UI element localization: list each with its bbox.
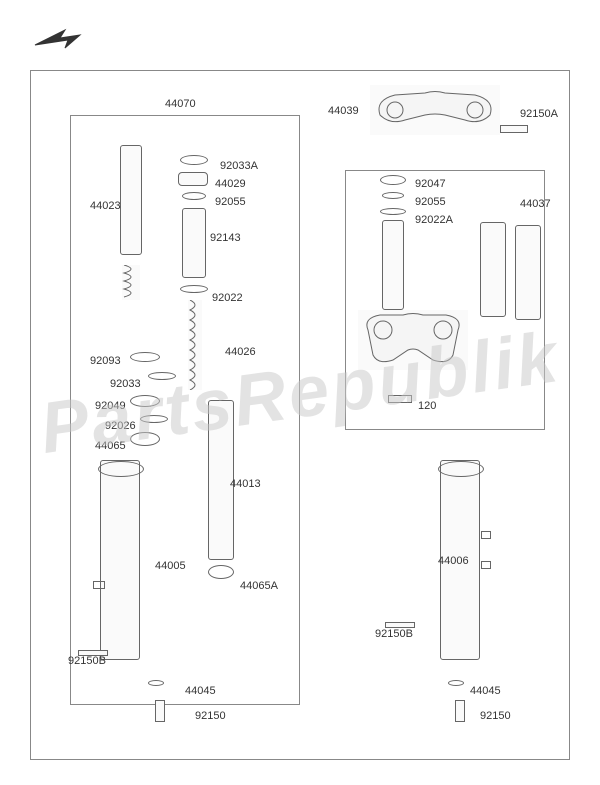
label-44037: 44037	[520, 198, 551, 210]
label-92047: 92047	[415, 178, 446, 190]
part-tube-upper-left	[120, 145, 142, 255]
label-44006: 44006	[438, 555, 469, 567]
label-44039: 44039	[328, 105, 359, 117]
label-44065: 44065	[95, 440, 126, 452]
parts-diagram: 44070 44039 92150A 92033A 44029 92055 92…	[0, 0, 600, 785]
label-44029: 44029	[215, 178, 246, 190]
label-92150b-r: 92150B	[375, 628, 413, 640]
label-44023: 44023	[90, 200, 121, 212]
part-oring-92055-r	[382, 192, 404, 199]
label-44026: 44026	[225, 346, 256, 358]
label-92033: 92033	[110, 378, 141, 390]
part-bracket-44039	[370, 85, 500, 135]
part-bolt-120	[388, 395, 412, 403]
part-washer-92026	[140, 415, 168, 423]
label-92150-r: 92150	[480, 710, 511, 722]
label-92055-r: 92055	[415, 196, 446, 208]
part-gasket-44045-l	[148, 680, 164, 686]
label-120: 120	[418, 400, 436, 412]
label-92022: 92022	[212, 292, 243, 304]
label-92150a: 92150A	[520, 108, 558, 120]
part-bolt-92150-l	[155, 700, 165, 722]
label-44045-l: 44045	[185, 685, 216, 697]
direction-arrow-icon	[30, 20, 90, 60]
part-cap-44029	[178, 172, 208, 186]
label-92026: 92026	[105, 420, 136, 432]
part-spring-44026	[188, 300, 202, 390]
label-44070: 44070	[165, 98, 196, 110]
label-92055: 92055	[215, 196, 246, 208]
part-gasket-44045-r	[448, 680, 464, 686]
part-washer-92022	[180, 285, 208, 293]
part-clip-92033	[148, 372, 176, 380]
part-seal-92047	[380, 175, 406, 185]
part-bolt-92150-r	[455, 700, 465, 722]
part-cover-tube-l	[480, 222, 506, 317]
part-outer-tube-44005	[100, 460, 140, 660]
part-stem-tube	[382, 220, 404, 310]
label-92150b-l: 92150B	[68, 655, 106, 667]
label-44065a: 44065A	[240, 580, 278, 592]
label-44005: 44005	[155, 560, 186, 572]
part-lower-bracket	[358, 310, 468, 370]
part-bushing-44065a	[208, 565, 234, 579]
part-ring-92033a	[180, 155, 208, 165]
label-92143: 92143	[210, 232, 241, 244]
part-bolt-92150a	[500, 125, 528, 133]
label-92093: 92093	[90, 355, 121, 367]
part-tube-92143	[182, 208, 206, 278]
label-44013: 44013	[230, 478, 261, 490]
label-92049: 92049	[95, 400, 126, 412]
label-92022a: 92022A	[415, 214, 453, 226]
part-bushing-44065	[130, 432, 160, 446]
label-44045-r: 44045	[470, 685, 501, 697]
part-cover-tube-r	[515, 225, 541, 320]
part-spring-left	[122, 265, 140, 300]
part-washer-92022a	[380, 208, 406, 215]
label-92150-l: 92150	[195, 710, 226, 722]
part-seal-92049	[130, 395, 160, 407]
part-oring-92055	[182, 192, 206, 200]
part-seal-92093	[130, 352, 160, 362]
label-92033a: 92033A	[220, 160, 258, 172]
